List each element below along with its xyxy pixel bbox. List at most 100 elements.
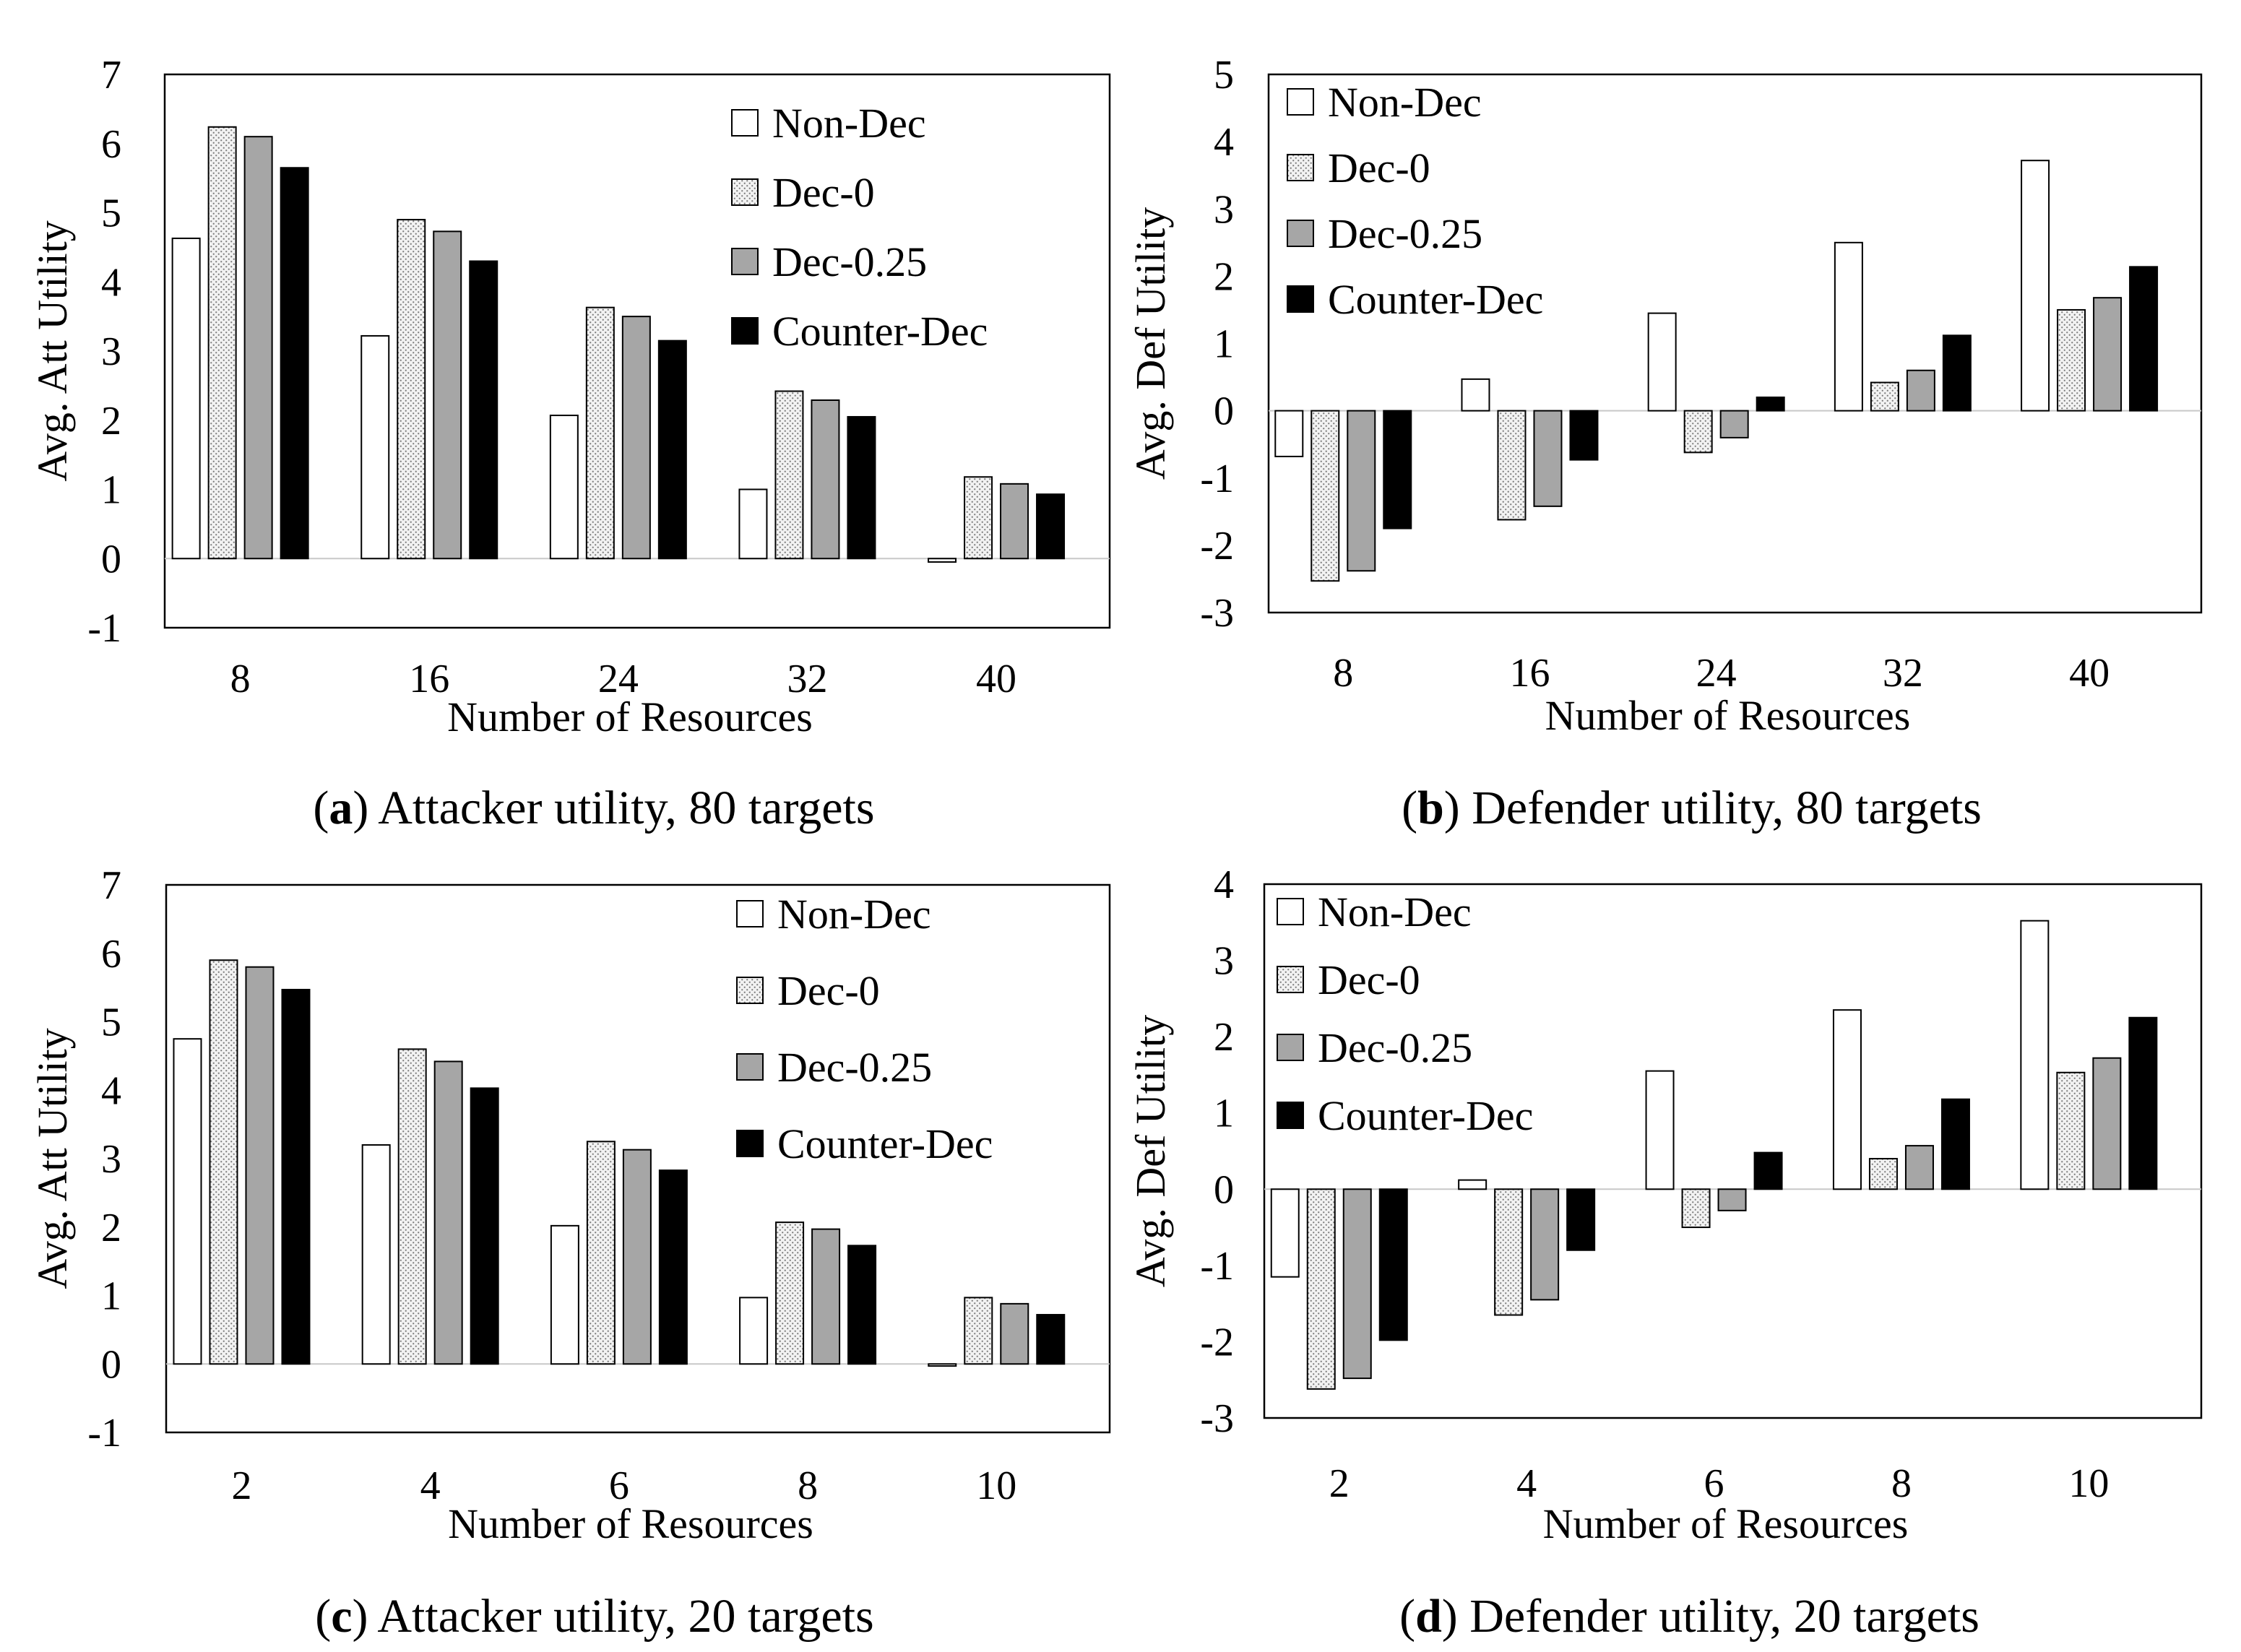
bar-non-dec-32	[1834, 241, 1863, 412]
y-tick-label: 0	[1214, 1167, 1234, 1212]
bar-non-dec-2	[1270, 1188, 1300, 1278]
plot-frame	[1263, 883, 2203, 1419]
bar-dec-0-8	[207, 126, 237, 560]
x-axis-title: Number of Resources	[1543, 1500, 1909, 1547]
bar-dec-0-4	[1494, 1188, 1524, 1316]
x-tick-label: 4	[1516, 1461, 1537, 1506]
legend-label: Counter-Dec	[1318, 1092, 1533, 1139]
y-tick-label: 2	[101, 1206, 121, 1250]
bar-dec-0-16	[1497, 410, 1527, 521]
legend-label: Dec-0	[1318, 956, 1420, 1003]
y-tick-label: 2	[1214, 1015, 1234, 1060]
bar-non-dec-10	[2020, 920, 2050, 1190]
caption-close: )	[1444, 782, 1460, 834]
y-tick-label: 7	[101, 53, 121, 98]
caption-text: Attacker utility, 20 targets	[368, 1590, 874, 1643]
bar-counter-dec-10	[2128, 1016, 2158, 1190]
caption-letter: b	[1417, 782, 1444, 834]
bar-non-dec-6	[1645, 1070, 1675, 1190]
bar-counter-dec-24	[657, 340, 687, 560]
bar-dec-0-24	[585, 306, 615, 560]
bar-counter-dec-40	[1036, 493, 1066, 560]
legend-label: Dec-0	[772, 169, 875, 216]
caption-close: )	[353, 1590, 368, 1643]
caption: (c) Attacker utility, 20 targets	[315, 1590, 873, 1643]
plot-frame	[165, 883, 1111, 1434]
bar-dec-0-40	[964, 476, 993, 560]
x-tick-label: 2	[231, 1463, 251, 1508]
bar-dec-025-6	[1717, 1188, 1747, 1211]
bar-non-dec-4	[361, 1144, 391, 1365]
caption-letter: c	[331, 1590, 352, 1643]
bar-counter-dec-4	[470, 1087, 499, 1365]
caption-open: (	[315, 1590, 331, 1643]
legend: Non-Dec Dec-0 Dec-0.25 Counter-Dec	[731, 100, 988, 355]
bar-dec-025-2	[1342, 1188, 1372, 1380]
x-tick-label: 16	[1509, 651, 1550, 696]
x-tick-label: 10	[2068, 1461, 2109, 1506]
bar-dec-025-8	[1347, 410, 1376, 572]
caption-letter: d	[1415, 1590, 1442, 1643]
plot-frame	[163, 73, 1111, 629]
bar-dec-0-32	[1870, 381, 1899, 412]
bar-counter-dec-8	[1940, 1098, 1970, 1190]
bar-dec-025-32	[1906, 369, 1935, 412]
caption-open: (	[1399, 1590, 1415, 1643]
bar-dec-0-16	[397, 219, 426, 560]
bar-dec-025-24	[621, 316, 651, 560]
bar-non-dec-40	[2021, 160, 2050, 412]
bar-dec-025-40	[1000, 483, 1029, 560]
bar-dec-025-10	[1000, 1302, 1029, 1365]
y-tick-label: 1	[101, 468, 121, 513]
legend-label: Non-Dec	[1318, 888, 1472, 935]
y-tick-label: 6	[101, 932, 121, 977]
legend-swatch	[1277, 1102, 1304, 1129]
y-tick-label: -1	[87, 1411, 121, 1456]
bar-dec-0-4	[397, 1048, 427, 1365]
y-tick-label: 1	[101, 1274, 121, 1319]
y-tick-label: 5	[1214, 53, 1234, 98]
chart-d: -3 -2 -1 0 1 2 3 4 Avg. Def Utility 2 4 6 8 10 Number …	[1127, 862, 2203, 1643]
caption-text: Defender utility, 20 targets	[1458, 1590, 1979, 1643]
bar-non-dec-10	[928, 1363, 957, 1367]
legend-label: Counter-Dec	[777, 1120, 993, 1167]
bar-non-dec-8	[171, 237, 201, 560]
x-tick-label: 8	[230, 657, 251, 701]
bar-dec-0-6	[1681, 1188, 1711, 1229]
bar-dec-025-32	[811, 399, 840, 560]
bar-dec-025-8	[243, 136, 273, 560]
bar-counter-dec-10	[1036, 1314, 1066, 1365]
plot-frame	[1267, 73, 2203, 614]
bar-counter-dec-8	[847, 1245, 877, 1365]
y-tick-label: -3	[1200, 591, 1234, 636]
legend-swatch	[1287, 88, 1314, 116]
x-axis-title: Number of Resources	[448, 1500, 813, 1547]
bar-non-dec-16	[1461, 378, 1490, 412]
y-tick-label: 0	[101, 1342, 121, 1387]
y-tick-label: 4	[101, 260, 121, 305]
y-tick-label: 4	[101, 1068, 121, 1113]
y-tick-label: 3	[101, 1137, 121, 1182]
bar-counter-dec-24	[1756, 397, 1785, 412]
legend: Non-Dec Dec-0 Dec-0.25 Counter-Dec	[736, 891, 993, 1167]
legend-label: Dec-0	[1328, 144, 1430, 191]
x-tick-label: 4	[420, 1463, 441, 1508]
x-axis-title: Number of Resources	[447, 693, 813, 740]
y-tick-label: 5	[101, 1000, 121, 1045]
bar-counter-dec-32	[1942, 334, 1972, 412]
bar-dec-025-6	[622, 1149, 652, 1365]
x-tick-label: 40	[976, 657, 1016, 701]
y-tick-label: 7	[101, 863, 121, 908]
y-tick-label: 3	[101, 329, 121, 374]
y-tick-label: 5	[101, 191, 121, 236]
x-tick-label: 16	[409, 657, 449, 701]
x-tick-label: 8	[1891, 1461, 1912, 1506]
bar-dec-025-40	[2093, 297, 2123, 412]
legend-label: Non-Dec	[1328, 79, 1482, 126]
legend-swatch	[731, 248, 759, 275]
bar-counter-dec-6	[658, 1169, 688, 1365]
bar-counter-dec-2	[281, 988, 311, 1365]
caption-text: Defender utility, 80 targets	[1460, 782, 1982, 834]
